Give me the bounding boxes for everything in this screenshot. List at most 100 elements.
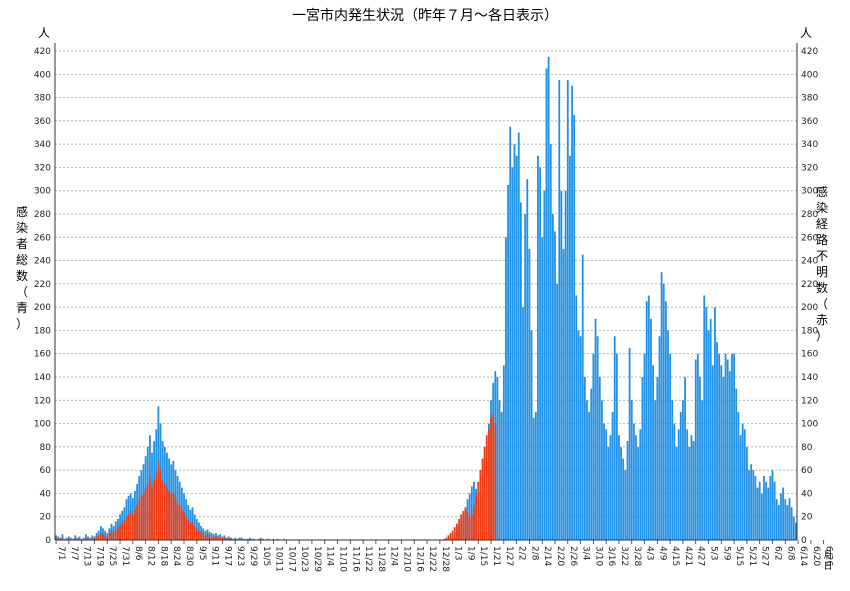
left-axis-unit: 人 [38, 26, 50, 40]
right-tick-label: 180 [801, 326, 818, 336]
bar-total [675, 446, 678, 540]
bar-total [628, 347, 631, 540]
x-tick-label: 4/27 [696, 546, 706, 566]
bar-total [87, 536, 89, 540]
bar-total [620, 446, 622, 540]
x-tick-label: 11/28 [376, 546, 386, 572]
bar-total [251, 538, 254, 540]
x-tick-label: 3/16 [606, 546, 616, 566]
bar-total [624, 470, 627, 540]
bar-total [594, 318, 597, 540]
bar-unknown [485, 435, 488, 540]
bar-total [684, 377, 686, 540]
bar-unknown [464, 507, 467, 540]
right-tick-label: 400 [801, 70, 818, 80]
bar-unknown [225, 538, 228, 540]
left-tick-label: 240 [34, 257, 51, 267]
bar-unknown [462, 510, 465, 540]
right-tick-label: 40 [801, 489, 813, 499]
right-tick-label: 260 [801, 233, 818, 243]
bar-unknown [477, 481, 480, 540]
bar-total [558, 80, 561, 540]
x-tick-label: 2/2 [517, 546, 527, 560]
bar-total [268, 538, 271, 540]
bar-unknown [234, 538, 237, 540]
bar-total [80, 538, 83, 540]
bar-total [771, 470, 774, 540]
x-tick-label: 1/9 [465, 546, 475, 561]
x-tick-label: 2/8 [529, 546, 539, 561]
bar-unknown [155, 472, 158, 540]
bar-total [583, 377, 586, 540]
bar-total [724, 353, 727, 540]
x-tick-label: 5/27 [760, 546, 770, 566]
right-tick-label: 0 [801, 536, 807, 546]
bar-total [511, 167, 514, 540]
left-tick-label: 0 [45, 536, 51, 546]
ylabel-left-text: 感染者総数（青） [16, 204, 28, 331]
bar-unknown [204, 535, 207, 540]
bar-total [505, 237, 507, 541]
bar-total [554, 231, 556, 540]
bar-unknown [481, 458, 484, 540]
bar-total [790, 507, 793, 540]
x-tick-label: 10/29 [312, 546, 322, 572]
right-tick-labels: 0 20 40 60 80 100 120 140 160 180 200 220 240 260 280 3… [801, 47, 818, 546]
bar-total [735, 388, 738, 540]
bar-total [517, 132, 520, 540]
x-axis-label: 月日 [823, 550, 832, 572]
bar-unknown [91, 537, 94, 540]
bar-total [547, 56, 550, 540]
bar-unknown [76, 538, 79, 540]
x-tick-label: 8/12 [146, 546, 156, 566]
bar-total [586, 400, 588, 540]
bar-total [750, 464, 753, 540]
bar-unknown [470, 514, 473, 540]
bar-total [703, 295, 706, 540]
bar-unknown [200, 531, 202, 540]
bar-total [656, 377, 659, 540]
bar-unknown [492, 414, 495, 540]
bar-total [562, 248, 565, 540]
x-tick-label: 5/9 [721, 546, 731, 561]
bar-unknown [230, 538, 232, 540]
bar-total [564, 190, 567, 540]
bar-total [714, 307, 716, 540]
bar-unknown [108, 533, 111, 540]
bar-total [549, 144, 552, 540]
bar-unknown [110, 530, 113, 540]
bar-unknown [136, 505, 138, 540]
bar-unknown [157, 460, 160, 540]
bar-total [78, 536, 81, 540]
bar-total [731, 353, 733, 540]
bar-unknown [456, 523, 458, 540]
x-tick-label: 12/16 [414, 546, 424, 572]
bar-unknown [479, 470, 482, 540]
x-tick-label: 1/21 [491, 546, 501, 566]
bar-unknown [117, 527, 119, 540]
bar-unknown [85, 537, 87, 540]
bar-total [758, 481, 761, 540]
x-tick-label: 10/5 [261, 546, 271, 566]
x-tick-label: 4/3 [645, 546, 655, 560]
bar-total [707, 330, 710, 540]
x-tick-label: 11/10 [338, 546, 348, 572]
x-tick-label: 10/23 [299, 546, 309, 572]
bar-total [745, 446, 748, 540]
bar-unknown [195, 528, 198, 540]
right-tick-label: 280 [801, 210, 818, 220]
x-tick-label: 6/26 [824, 546, 834, 566]
bar-total [522, 307, 524, 540]
bar-total [667, 330, 669, 540]
x-tick-label: 3/28 [632, 546, 642, 566]
bar-unknown [458, 519, 460, 540]
x-tick-label: 7/1 [56, 546, 66, 560]
x-tick-label: 2/26 [568, 546, 578, 566]
bar-unknown [140, 495, 143, 540]
bar-unknown [159, 470, 162, 540]
right-tick-label: 160 [801, 350, 818, 360]
bar-total [244, 538, 247, 540]
bar-unknown [61, 537, 64, 540]
left-tick-label: 160 [34, 350, 51, 360]
bar-total [669, 353, 672, 540]
